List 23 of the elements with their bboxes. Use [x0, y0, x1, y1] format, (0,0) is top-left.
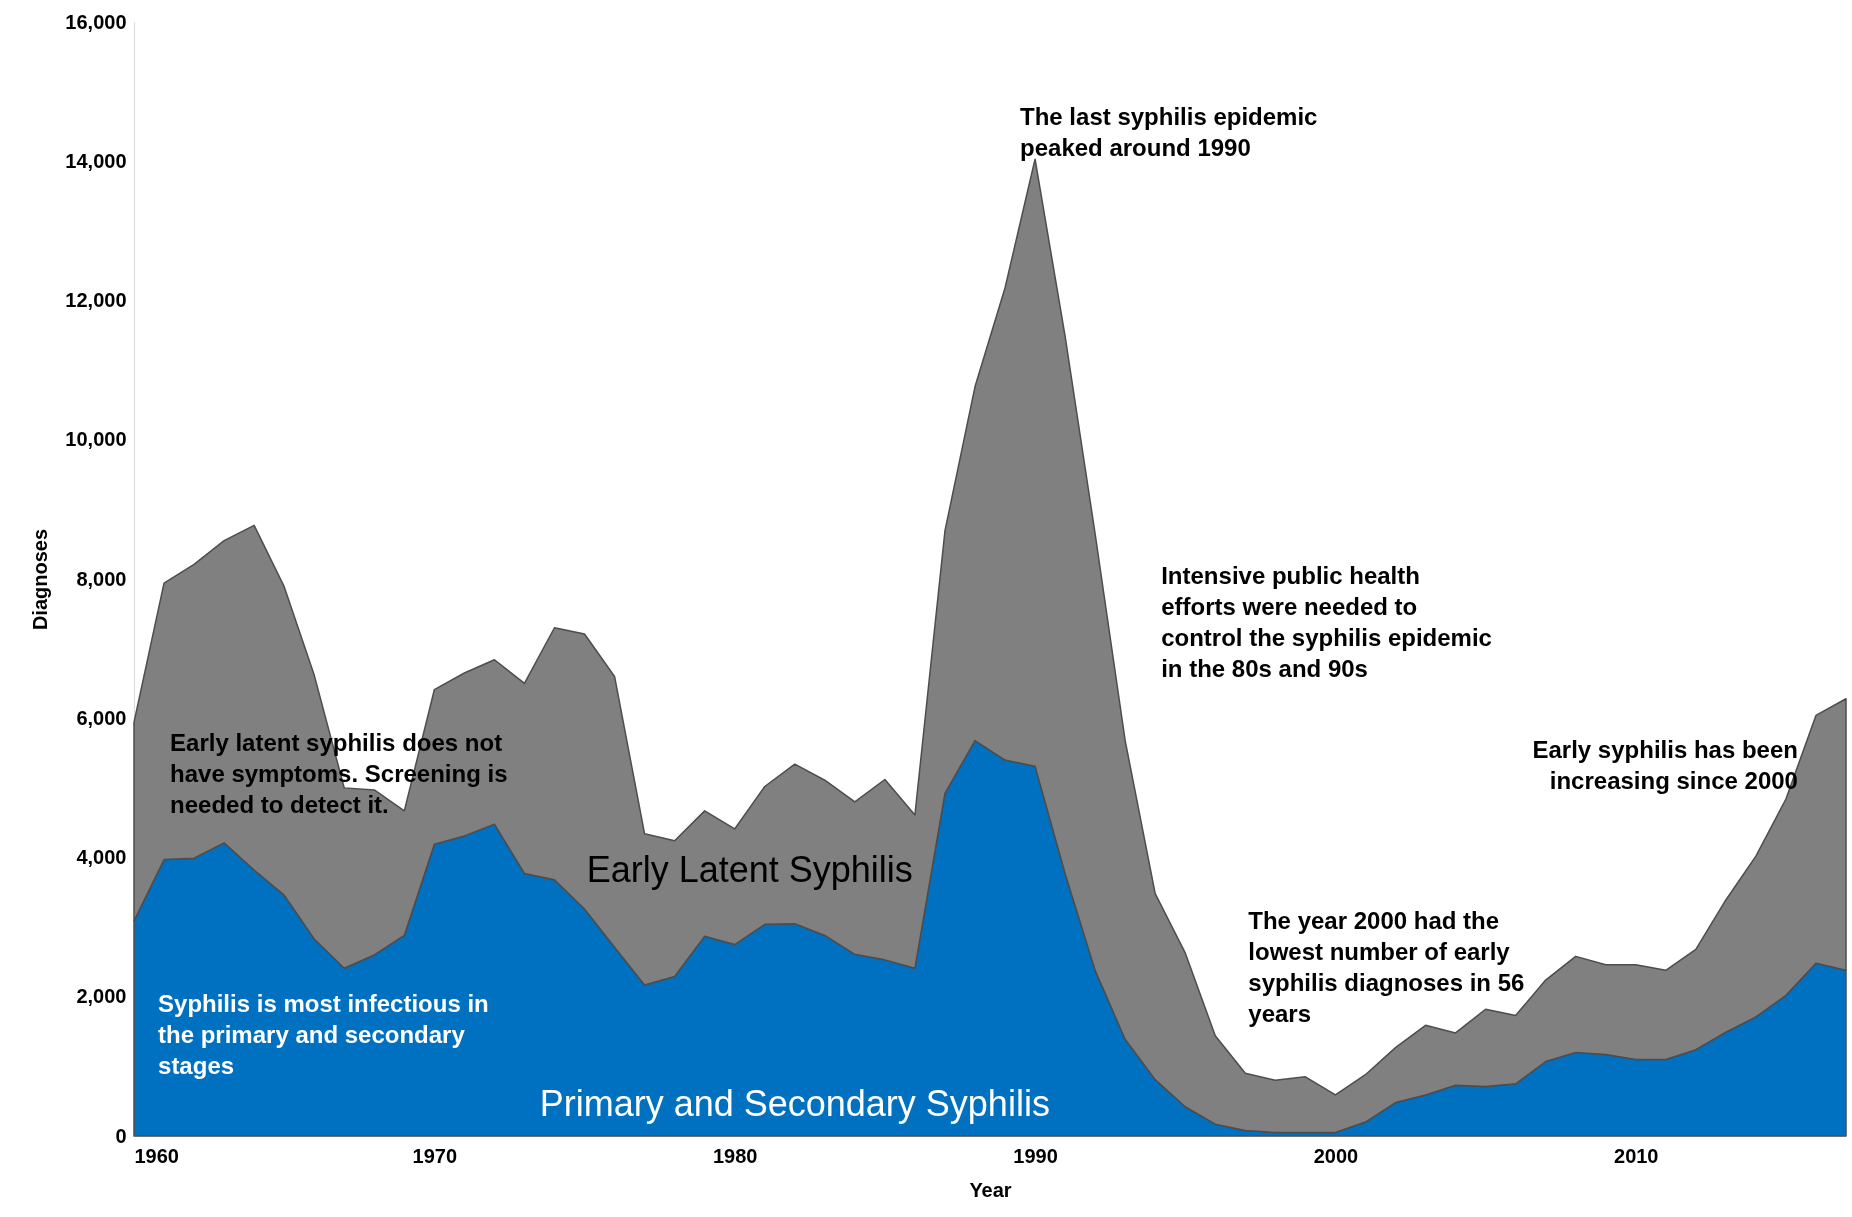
y-tick-label: 0 [115, 1124, 127, 1147]
annotation: Intensive public health efforts were needed to control the syphilis epidemic in the 80s and 90s [1161, 562, 1492, 683]
y-tick-label: 4,000 [76, 846, 127, 868]
y-tick-label: 2,000 [76, 985, 127, 1008]
y-tick-label: 10,000 [65, 428, 127, 451]
annotation: The year 2000 had the lowest number of early syphilis diagnoses in 56 years [1248, 906, 1525, 1027]
y-tick-label: 16,000 [65, 10, 127, 33]
x-tick-label: 1960 [134, 1144, 179, 1167]
x-tick-label: 1980 [712, 1144, 758, 1167]
annotation: The last syphilis epidemic peaked around 1990 [1020, 102, 1318, 161]
y-axis-title: Diagnoses [29, 528, 52, 631]
y-tick-label: 6,000 [76, 706, 127, 729]
x-tick-label: 1970 [412, 1144, 458, 1167]
series-label: Primary and Secondary Syphilis [539, 1082, 1050, 1124]
x-tick-label: 2000 [1313, 1144, 1359, 1167]
x-tick-label: 1990 [1013, 1144, 1058, 1167]
annotation: Syphilis is most infectious in the primary and secondary stages [158, 990, 489, 1080]
series-label: Early Latent Syphilis [586, 849, 913, 891]
y-tick-label: 8,000 [76, 567, 127, 590]
y-tick-label: 14,000 [65, 149, 127, 172]
x-axis-title: Year [969, 1178, 1012, 1201]
x-tick-label: 2010 [1614, 1144, 1659, 1167]
y-tick-label: 12,000 [65, 289, 127, 311]
